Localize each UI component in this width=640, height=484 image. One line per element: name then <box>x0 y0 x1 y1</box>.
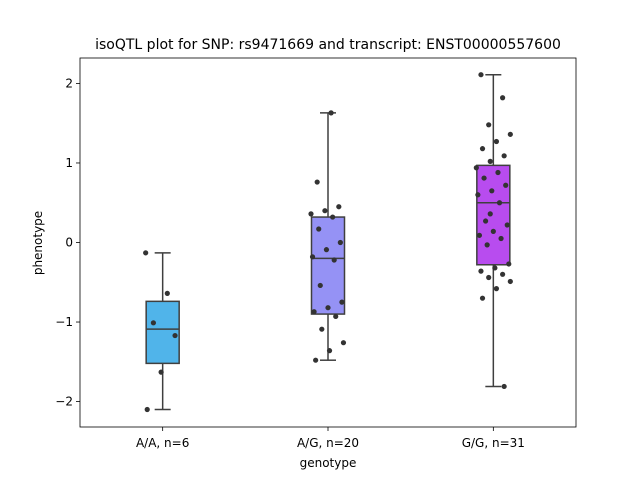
data-point <box>475 192 481 198</box>
data-point <box>313 357 319 363</box>
points-group-2 <box>308 110 347 363</box>
data-point <box>507 131 513 137</box>
data-point <box>311 309 317 315</box>
data-point <box>501 383 507 390</box>
box-group-3 <box>476 73 511 388</box>
data-point <box>308 211 314 217</box>
y-axis: −2 −1 0 1 2 <box>55 76 80 409</box>
data-point <box>328 110 334 116</box>
data-point <box>490 228 496 234</box>
y-tick-label: 2 <box>65 76 73 90</box>
x-axis: A/A, n=6 A/G, n=20 G/G, n=31 <box>136 427 525 450</box>
data-point <box>150 320 156 326</box>
data-point <box>498 235 504 242</box>
data-point <box>333 313 339 320</box>
data-point <box>495 169 501 176</box>
box <box>145 300 180 365</box>
data-point <box>493 286 500 292</box>
data-point <box>487 211 493 217</box>
y-axis-label: phenotype <box>31 211 45 275</box>
x-tick-label: A/G, n=20 <box>297 436 359 450</box>
data-point <box>486 122 492 128</box>
data-point <box>483 218 489 224</box>
data-point <box>309 254 316 260</box>
box-group-1 <box>145 252 180 411</box>
data-point <box>479 295 486 301</box>
data-point <box>487 158 493 164</box>
data-point <box>317 282 323 289</box>
data-point <box>319 326 325 332</box>
data-point <box>172 332 178 339</box>
data-point <box>144 406 150 413</box>
data-point <box>158 369 164 375</box>
data-point <box>506 261 512 267</box>
x-tick-label: A/A, n=6 <box>136 436 189 450</box>
data-point <box>316 226 322 232</box>
data-point <box>504 222 510 228</box>
data-point <box>473 165 479 171</box>
data-point <box>478 72 484 78</box>
box <box>476 164 511 266</box>
y-tick-label: 1 <box>65 156 73 170</box>
data-point <box>331 257 337 263</box>
data-point <box>493 138 500 145</box>
data-point <box>330 214 336 220</box>
data-point <box>484 242 490 248</box>
data-point <box>507 278 513 285</box>
data-point <box>326 348 333 354</box>
data-point <box>340 340 347 346</box>
data-point <box>492 265 498 271</box>
data-point <box>325 305 331 311</box>
data-point <box>479 146 486 152</box>
data-point <box>496 200 503 206</box>
points-group-3 <box>473 72 513 390</box>
y-tick-label: −1 <box>55 315 73 329</box>
y-tick-label: 0 <box>65 236 73 250</box>
data-point <box>501 153 507 159</box>
data-point <box>322 208 328 214</box>
data-point <box>486 274 492 281</box>
data-point <box>314 179 320 185</box>
data-point <box>336 204 342 210</box>
chart-title: isoQTL plot for SNP: rs9471669 and trans… <box>95 37 561 53</box>
x-axis-label: genotype <box>300 456 357 470</box>
data-point <box>339 299 345 305</box>
data-point <box>481 175 487 181</box>
data-point <box>337 239 343 246</box>
data-point <box>500 95 506 101</box>
points-group-1 <box>143 250 178 413</box>
data-point <box>164 290 170 296</box>
data-point <box>500 271 506 277</box>
data-point <box>323 247 330 253</box>
box <box>310 216 346 315</box>
data-point <box>478 268 484 274</box>
box-group-2 <box>310 112 346 361</box>
data-point <box>489 188 495 194</box>
data-point <box>503 182 509 188</box>
data-point <box>143 250 149 256</box>
y-tick-label: −2 <box>55 395 73 409</box>
x-tick-label: G/G, n=31 <box>462 436 525 450</box>
data-point <box>476 232 483 238</box>
